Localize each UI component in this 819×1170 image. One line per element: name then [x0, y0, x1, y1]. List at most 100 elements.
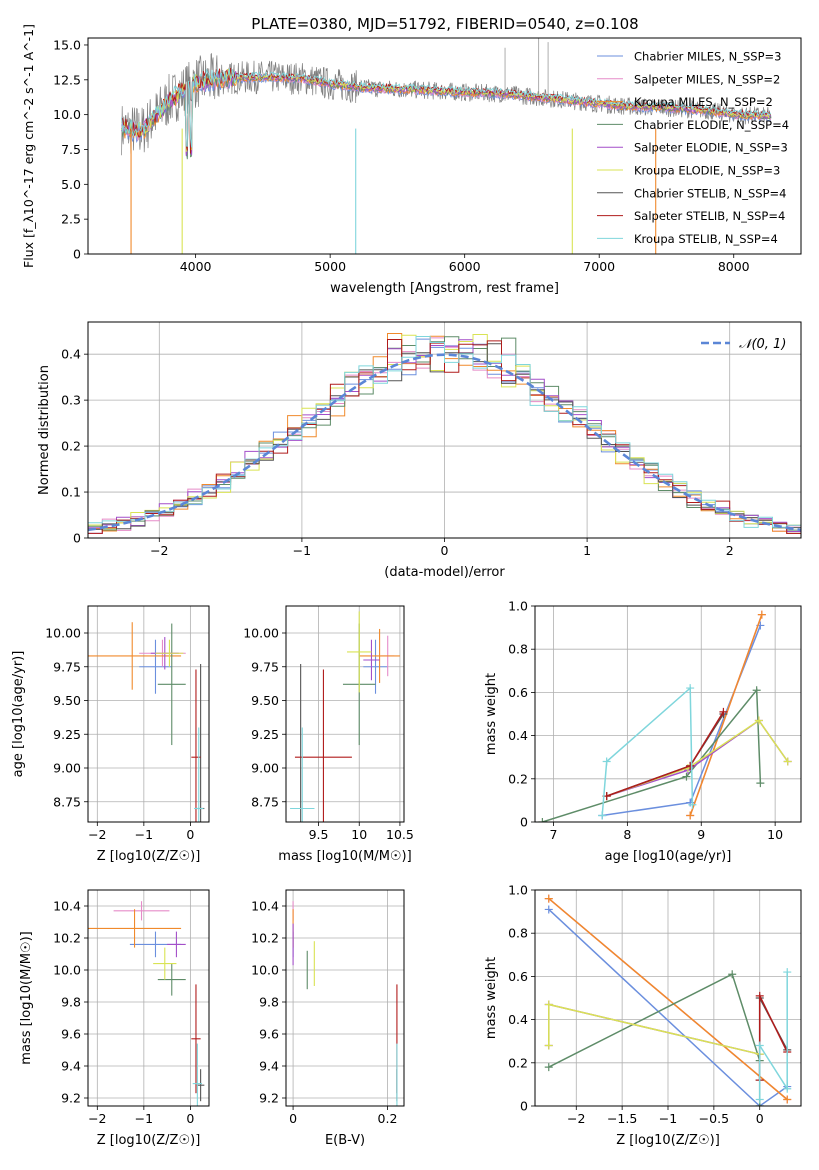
y-tick-label: 10.0 [251, 963, 279, 978]
x-tick-label: −0.5 [699, 1111, 729, 1126]
x-tick-label: 0 [441, 543, 449, 558]
y-tick-label: 10.00 [243, 626, 279, 641]
mass-weight-point [755, 991, 764, 1000]
mass-weight-point [544, 894, 553, 903]
y-tick-label: 2.5 [61, 212, 81, 227]
x-axis-label: E(B-V) [325, 1133, 365, 1148]
mass-weight-point [544, 1063, 553, 1072]
y-axis-label: mass weight [484, 673, 499, 755]
mass-weight-point [755, 1095, 764, 1104]
y-axis-label: Flux [f_λ10^-17 erg cm^-2 s^-1 A^-1] [21, 24, 36, 268]
x-tick-label: 2 [726, 543, 734, 558]
mass-weight-point [754, 716, 763, 725]
y-tick-label: 0.6 [508, 685, 528, 700]
mass-weight-line [602, 625, 762, 817]
y-tick-label: 9.25 [53, 727, 81, 742]
y-tick-label: 9.25 [251, 727, 279, 742]
legend: Chabrier MILES, N_SSP=3 Salpeter MILES, N… [597, 50, 789, 246]
mass-weight-point [544, 905, 553, 914]
y-tick-label: 10.2 [251, 931, 279, 946]
x-tick-label: 5000 [314, 259, 346, 274]
y-axis-label: mass [log10(M/M☉)] [19, 931, 34, 1064]
y-tick-label: 0.3 [61, 393, 81, 408]
y-tick-label: 0.4 [61, 347, 81, 362]
mass-weight-line [542, 688, 762, 822]
plot-area-mass-vs-ebv [286, 890, 404, 1106]
y-tick-label: 0 [520, 815, 528, 830]
y-axis-label: Normed distribution [37, 365, 52, 495]
y-tick-label: 7.5 [61, 142, 81, 157]
x-axis-label: Z [log10(Z/Z☉)] [616, 1133, 720, 1148]
legend-label: Salpeter STELIB, N_SSP=4 [634, 209, 785, 223]
mass-weight-line [601, 686, 694, 816]
x-tick-label: 0.2 [378, 1111, 398, 1126]
y-tick-label: 10.4 [53, 899, 81, 914]
plot-area-age-vs-mass [286, 606, 404, 822]
legend-label: Chabrier ELODIE, N_SSP=4 [634, 118, 789, 132]
plot-area-residuals [88, 322, 801, 538]
x-tick-label: −2 [88, 1111, 106, 1126]
x-tick-label: 6000 [449, 259, 481, 274]
x-tick-label: −1 [659, 1111, 677, 1126]
x-tick-label: 0 [186, 827, 194, 842]
y-tick-label: 8.75 [251, 794, 279, 809]
legend-label: Kroupa MILES, N_SSP=2 [634, 95, 773, 109]
y-tick-label: 5.0 [61, 177, 81, 192]
y-tick-label: 9.00 [53, 761, 81, 776]
y-tick-label: 10.2 [53, 931, 81, 946]
y-tick-label: 9.00 [251, 761, 279, 776]
x-axis-label: wavelength [Angstrom, rest frame] [330, 281, 559, 296]
x-tick-label: −1.5 [607, 1111, 637, 1126]
axes-frame [534, 889, 802, 1107]
figure-title: PLATE=0380, MJD=51792, FIBERID=0540, z=0… [251, 15, 638, 33]
axes-frame [285, 889, 405, 1107]
plot-area-spectrum [121, 38, 772, 254]
y-tick-label: 0.8 [508, 642, 528, 657]
plot-area-mass-vs-Z [88, 890, 209, 1106]
mass-weight-point [544, 1041, 553, 1050]
mass-weight-point [728, 970, 737, 979]
mass-weight-line [758, 972, 788, 1100]
x-tick-label: −1 [135, 1111, 153, 1126]
y-tick-label: 9.75 [53, 659, 81, 674]
x-axis-label: Z [log10(Z/Z☉)] [97, 849, 201, 864]
y-tick-label: 9.4 [259, 1059, 279, 1074]
mass-weight-line [548, 1003, 761, 1081]
x-tick-label: 9 [697, 827, 705, 842]
x-axis-label: age [log10(age/yr)] [605, 849, 732, 864]
panel-mass-vs-Z: −2 −1 0 9.2 9.4 9.6 9.8 10.0 10.2 10.4 Z [log10(Z/… [19, 889, 210, 1148]
y-tick-label: 0 [73, 247, 81, 262]
y-tick-label: 10.00 [45, 626, 81, 641]
y-tick-label: 9.6 [61, 1027, 81, 1042]
legend-label: Kroupa STELIB, N_SSP=4 [634, 232, 778, 246]
y-tick-label: 9.2 [61, 1091, 81, 1106]
legend-label: Kroupa ELODIE, N_SSP=3 [634, 164, 780, 178]
y-tick-label: 0.6 [508, 969, 528, 984]
plot-area-massweight-vs-Z [535, 890, 801, 1106]
y-tick-label: 10.4 [251, 899, 279, 914]
x-tick-label: 8000 [718, 259, 750, 274]
plot-area-age-vs-Z [88, 606, 209, 822]
mass-weight-line [548, 1003, 761, 1081]
mass-weight-point [602, 757, 611, 766]
panel-massweight-vs-Z: −2 −1.5 −1 −0.5 0 0 0.2 0.4 0.6 0.8 1.0 Z [log10(Z/… [484, 883, 802, 1148]
mass-weight-point [783, 968, 792, 977]
histogram-step [88, 336, 801, 528]
axes-frame [87, 889, 210, 1107]
x-tick-label: 10 [351, 827, 367, 842]
y-tick-label: 8.75 [53, 794, 81, 809]
mass-weight-point [686, 684, 695, 693]
y-tick-label: 15.0 [53, 37, 81, 52]
axes-frame [285, 605, 405, 823]
panel-spectrum: 4000 5000 6000 7000 8000 0 2.5 5.0 7.5 10.0 12.5 15… [21, 24, 802, 296]
y-tick-label: 9.50 [251, 693, 279, 708]
x-axis-label: Z [log10(Z/Z☉)] [97, 1133, 201, 1148]
y-tick-label: 0 [73, 531, 81, 546]
x-tick-label: 7 [549, 827, 557, 842]
x-tick-label: −2 [150, 543, 168, 558]
y-tick-label: 9.50 [53, 693, 81, 708]
x-axis-label: (data-model)/error [384, 565, 505, 580]
mass-weight-point [682, 772, 691, 781]
normal-reference-curve [88, 353, 801, 532]
axes-frame [534, 605, 802, 823]
